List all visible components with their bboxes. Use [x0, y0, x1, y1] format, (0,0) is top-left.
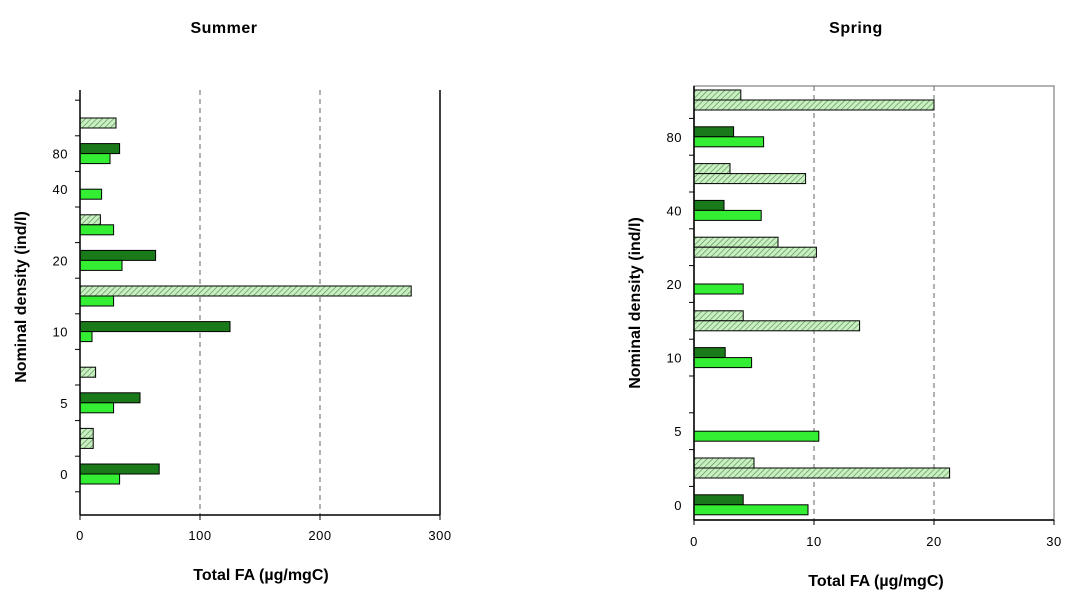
spring-bar-hatched [693, 236, 779, 248]
spring-y-tick-label: 0 [674, 498, 682, 513]
spring-x-tick-label: 10 [806, 534, 821, 549]
spring-bar-hatched [693, 310, 744, 322]
summer-bar-dark [79, 321, 231, 333]
summer-bar-dark [79, 143, 121, 155]
spring-bar-dark [693, 494, 744, 506]
summer-y-tick-label: 5 [60, 396, 68, 411]
spring-bar-hatched [693, 89, 742, 101]
spring-bar-hatched [693, 246, 817, 258]
summer-x-tick-label: 100 [188, 528, 211, 543]
summer-bar-hatched [79, 285, 412, 297]
spring-bar-hatched [693, 163, 731, 175]
spring-bar-dark [693, 199, 725, 211]
summer-y-tick-label: 10 [53, 325, 68, 340]
spring-y-tick-label: 10 [667, 351, 682, 366]
summer-chart: Summer Nominal density (ind/l) Total FA … [13, 20, 451, 584]
spring-bar-hatched [693, 320, 861, 332]
spring-bar-hatched [693, 467, 951, 479]
summer-bar-light [79, 402, 115, 414]
summer-bar-dark [79, 463, 160, 475]
summer-bar-light [79, 224, 115, 236]
spring-bar-hatched [693, 457, 755, 469]
spring-x-tick-label: 20 [926, 534, 941, 549]
summer-bar-light [79, 295, 115, 307]
spring-y-axis-title: Nominal density (ind/l) [627, 217, 644, 389]
spring-bar-light [693, 283, 744, 295]
summer-bar-light [79, 331, 93, 343]
spring-y-tick-label: 40 [667, 203, 682, 218]
spring-plot-frame [693, 85, 1055, 521]
spring-y-tick-label: 5 [674, 424, 682, 439]
spring-y-tick-label: 20 [667, 277, 682, 292]
summer-x-axis-title: Total FA (µg/mgC) [193, 567, 328, 584]
summer-bar-light [79, 153, 111, 165]
spring-bar-hatched [693, 173, 807, 185]
summer-bar-hatched [79, 427, 94, 439]
summer-bar-light [79, 473, 121, 485]
spring-bar-light [693, 430, 820, 442]
summer-bar-hatched [79, 437, 94, 449]
summer-bar-light [79, 259, 123, 271]
summer-y-tick-label: 80 [53, 147, 68, 162]
summer-bar-hatched [79, 117, 117, 129]
summer-y-tick-label: 20 [53, 253, 68, 268]
spring-bar-dark [693, 347, 726, 359]
summer-y-tick-label: 40 [53, 182, 68, 197]
spring-bar-light [693, 357, 753, 369]
spring-bar-hatched [693, 99, 935, 111]
spring-x-tick-label: 30 [1046, 534, 1061, 549]
spring-chart: Spring Nominal density (ind/l) Total FA … [627, 20, 1061, 590]
summer-y-axis-title: Nominal density (ind/l) [13, 211, 30, 383]
spring-title: Spring [829, 20, 883, 37]
summer-x-tick-label: 300 [428, 528, 451, 543]
summer-y-tick-label: 0 [60, 467, 68, 482]
summer-x-tick-label: 0 [76, 528, 84, 543]
spring-bar-light [693, 504, 809, 516]
spring-y-tick-label: 80 [667, 130, 682, 145]
summer-bar-hatched [79, 214, 101, 226]
summer-bar-dark [79, 249, 157, 261]
summer-bar-light [79, 188, 103, 200]
spring-x-axis-title: Total FA (µg/mgC) [808, 573, 943, 590]
spring-x-tick-label: 0 [690, 534, 698, 549]
spring-bar-dark [693, 126, 735, 138]
summer-x-tick-label: 200 [308, 528, 331, 543]
summer-title: Summer [190, 20, 257, 37]
spring-bar-light [693, 209, 762, 221]
spring-bar-light [693, 136, 765, 148]
summer-bar-dark [79, 392, 141, 404]
summer-bar-hatched [79, 366, 97, 378]
